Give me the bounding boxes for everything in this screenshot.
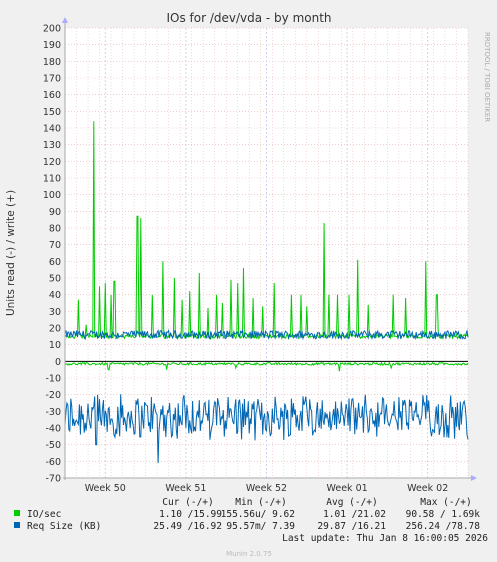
y-axis-arrow (62, 17, 68, 23)
legend-label: Req Size (KB) (27, 521, 101, 532)
legend-value: 1.10 /15.99 (159, 509, 222, 520)
y-tick-label: 110 (43, 174, 61, 185)
last-update: Last update: Thu Jan 8 16:00:05 2026 (282, 533, 488, 544)
y-tick-label: -70 (45, 474, 61, 485)
y-tick-label: 80 (49, 224, 61, 235)
legend-swatch (14, 522, 20, 528)
legend-label: IO/sec (27, 509, 61, 520)
legend-value: 1.01 /21.02 (323, 509, 386, 520)
y-tick-label: 100 (43, 190, 61, 201)
legend-header: Avg (-/+) (326, 497, 377, 508)
legend: Cur (-/+) Min (-/+) Avg (-/+) Max (-/+) IO/s… (14, 497, 480, 532)
legend-header: Min (-/+) (235, 497, 286, 508)
y-tick-label: 140 (43, 124, 61, 135)
y-tick-label: -30 (45, 407, 61, 418)
y-tick-label: 10 (49, 340, 61, 351)
legend-value: 90.58 / 1.69k (406, 509, 481, 520)
y-tick-label: -60 (45, 457, 61, 468)
y-tick-label: 130 (43, 140, 61, 151)
series-layer (64, 121, 469, 464)
legend-value: 29.87 /16.21 (317, 521, 386, 532)
y-tick-label: 20 (49, 324, 61, 335)
y-tick-label: 200 (43, 24, 61, 35)
legend-value: 25.49 /16.92 (153, 521, 222, 532)
munin-version: Munin 2.0.75 (226, 550, 272, 558)
y-tick-label: -20 (45, 390, 61, 401)
y-tick-label: -10 (45, 374, 61, 385)
y-tick-label: 120 (43, 157, 61, 168)
chart-title: IOs for /dev/vda - by month (166, 11, 331, 25)
y-tick-label: -50 (45, 440, 61, 451)
y-tick-label: 170 (43, 74, 61, 85)
x-axis-arrow (471, 475, 477, 481)
series-req-size-write (64, 328, 469, 341)
x-tick-label: Week 02 (407, 483, 448, 494)
series-req-size-read (64, 394, 469, 464)
y-tick-label: 150 (43, 107, 61, 118)
legend-value: 95.57m/ 7.39 (226, 521, 295, 532)
y-tick-label: 50 (49, 274, 61, 285)
y-tick-label: 190 (43, 40, 61, 51)
legend-value: 155.56u/ 9.62 (221, 509, 295, 520)
legend-header: Max (-/+) (420, 497, 471, 508)
x-tick-label: Week 51 (165, 483, 206, 494)
x-tick-label: Week 50 (85, 483, 126, 494)
rrdtool-watermark: RRDTOOL / TOBI OETIKER (483, 32, 491, 122)
y-tick-label: 180 (43, 57, 61, 68)
legend-header: Cur (-/+) (162, 497, 213, 508)
y-tick-label: 0 (55, 357, 61, 368)
x-tick-label: Week 01 (327, 483, 368, 494)
y-tick-label: 90 (49, 207, 61, 218)
y-tick-label: 30 (49, 307, 61, 318)
y-tick-label: -40 (45, 424, 61, 435)
legend-swatch (14, 510, 20, 516)
x-tick-label: Week 52 (246, 483, 287, 494)
y-axis-label: Units read (-) / write (+) (5, 190, 17, 316)
legend-value: 256.24 /78.78 (406, 521, 481, 532)
axes: 2001901801701601501401301201101009080706… (43, 17, 477, 494)
y-tick-label: 40 (49, 290, 61, 301)
series-io-sec-read (64, 361, 469, 372)
grid (64, 27, 469, 479)
y-tick-label: 70 (49, 240, 61, 251)
y-tick-label: 160 (43, 90, 61, 101)
y-tick-label: 60 (49, 257, 61, 268)
